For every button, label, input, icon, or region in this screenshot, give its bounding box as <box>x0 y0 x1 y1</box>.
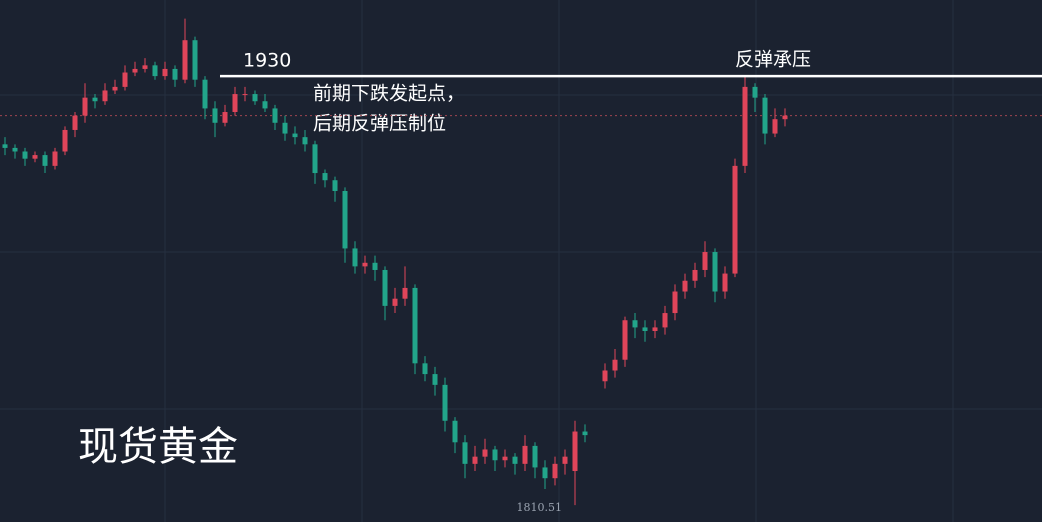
candle-body <box>32 155 38 159</box>
candle-body <box>602 370 608 382</box>
candle-body <box>72 115 78 130</box>
candle-body <box>742 86 748 166</box>
candle-body <box>102 90 108 102</box>
candle-body <box>122 72 128 87</box>
candle-body <box>432 374 438 385</box>
candle-body <box>442 384 448 421</box>
candle-body <box>62 129 68 152</box>
candle-body <box>42 155 48 166</box>
level-label: 反弹承压 <box>735 49 811 71</box>
candle-body <box>542 467 548 479</box>
candle-body <box>212 108 218 123</box>
candle-body <box>202 79 208 109</box>
candle-body <box>272 108 278 123</box>
candle-body <box>22 151 28 159</box>
candle-body <box>782 115 788 120</box>
candle-body <box>452 420 458 443</box>
candle-body <box>732 165 738 274</box>
candle-body <box>292 133 298 138</box>
low-label: 1810.51 <box>517 501 563 514</box>
candle-body <box>492 449 498 461</box>
candle-body <box>462 442 468 464</box>
candle-body <box>772 119 778 134</box>
candle-body <box>222 112 228 123</box>
candle-body <box>132 68 138 73</box>
candle-body <box>632 320 638 328</box>
candle-body <box>612 359 618 371</box>
candle-body <box>2 144 8 148</box>
candle-body <box>282 122 288 134</box>
candle-body <box>472 456 478 464</box>
candle-body <box>142 65 148 69</box>
candle-body <box>52 151 58 166</box>
watermark: 现货黄金 <box>78 424 238 470</box>
candle-body <box>342 190 348 249</box>
candle-body <box>622 320 628 360</box>
candle-body <box>572 431 578 472</box>
candle-body <box>662 313 668 328</box>
candle-body <box>12 147 18 152</box>
candle-body <box>422 363 428 375</box>
annotation: 后期反弹压制位 <box>313 113 446 135</box>
candle-body <box>332 180 338 191</box>
candle-body <box>192 40 198 80</box>
annotation: 前期下跌发起点， <box>313 83 465 105</box>
candle-body <box>172 68 178 80</box>
candle-body <box>312 144 318 174</box>
candle-body <box>112 86 118 91</box>
candle-body <box>642 327 648 332</box>
candle-body <box>652 327 658 332</box>
candle-body <box>762 97 768 134</box>
candle-body <box>752 86 758 98</box>
candle-body <box>522 445 528 464</box>
candle-body <box>352 248 358 267</box>
candle-body <box>562 456 568 464</box>
candle-body <box>672 291 678 314</box>
candle-body <box>532 445 538 468</box>
candle-body <box>582 431 588 436</box>
candle-body <box>402 287 408 299</box>
candle-body <box>372 262 378 270</box>
candle-body <box>362 262 368 267</box>
candle-body <box>712 252 718 292</box>
candle-body <box>252 94 258 102</box>
level-value: 1930 <box>243 50 291 72</box>
candle-body <box>512 456 518 464</box>
candle-body <box>322 173 328 181</box>
candle-body <box>152 65 158 77</box>
candle-body <box>692 269 698 281</box>
candle-body <box>502 456 508 461</box>
candle-body <box>92 97 98 102</box>
candle-body <box>382 269 388 306</box>
candle-body <box>682 280 688 292</box>
candle-body <box>82 97 88 116</box>
candle-body <box>482 449 488 457</box>
candle-body <box>182 40 188 80</box>
candle-body <box>722 273 728 292</box>
candle-body <box>162 68 168 77</box>
candle-body <box>232 94 238 113</box>
candle-body <box>412 287 418 364</box>
candle-body <box>262 101 268 109</box>
candle-body <box>552 463 558 479</box>
candle-body <box>302 137 308 145</box>
candle-body <box>392 298 398 306</box>
candle-body <box>242 94 248 96</box>
candle-body <box>702 252 708 270</box>
